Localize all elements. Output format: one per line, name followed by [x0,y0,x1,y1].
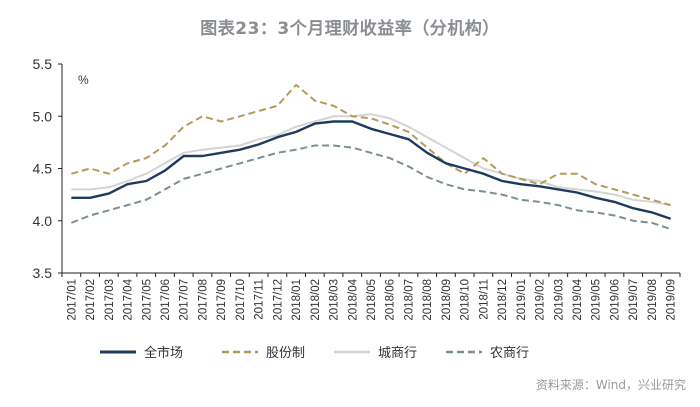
x-tick-label: 2017/05 [141,279,153,321]
x-tick-label: 2017/11 [254,279,266,320]
legend-label: 农商行 [490,346,529,361]
legend-label: 全市场 [144,345,183,361]
x-tick-label: 2017/01 [66,279,78,321]
x-tick-label: 2019/02 [535,279,547,321]
x-tick-label: 2017/08 [197,279,209,321]
x-tick-label: 2017/07 [179,279,191,321]
y-unit-label: % [78,73,89,87]
x-tick-label: 2019/06 [609,279,621,321]
x-tick-label: 2018/03 [329,279,341,321]
chart-axes: 3.5 4.0 4.5 5.0 5.5% 2017/01 2017/02 2017/03 201… [33,56,681,321]
x-tick-label: 2018/08 [422,279,434,321]
x-tick-label: 2018/01 [291,279,303,321]
series-line-农商行 [71,144,671,231]
x-tick-label: 2017/04 [123,278,135,320]
x-tick-label: 2017/10 [235,279,247,321]
x-tick-label: 2018/11 [478,279,490,320]
x-tick-label: 2018/10 [460,279,472,321]
x-tick-label: 2019/03 [553,279,565,321]
chart-lines [71,83,671,231]
x-tick-label: 2019/05 [591,279,603,321]
y-tick-label: 4.0 [33,213,53,229]
x-tick-label: 2019/01 [516,279,528,321]
x-tick-label: 2019/04 [572,278,584,320]
x-tick-label: 2018/06 [385,279,397,321]
y-tick-label: 3.5 [33,265,53,281]
x-tick-label: 2019/07 [628,279,640,321]
x-tick-label: 2019/09 [666,279,678,321]
x-tick-label: 2018/04 [347,278,359,320]
series-line-城商行 [71,113,671,207]
series-line-全市场 [71,120,671,220]
y-tick-label: 5.5 [33,56,53,72]
x-tick-label: 2018/12 [497,279,509,321]
x-tick-label: 2018/05 [366,279,378,321]
y-tick-label: 4.5 [33,161,53,177]
series-line-股份制 [71,83,671,207]
legend-label: 股份制 [266,346,305,361]
x-tick-label: 2017/12 [272,279,284,321]
x-tick-label: 2017/02 [85,279,97,321]
legend-label: 城商行 [378,346,417,361]
x-tick-label: 2017/06 [160,279,172,321]
chart-legend: 全市场 股份制 城商行 农商行 [100,345,529,361]
x-tick-label: 2018/02 [310,279,322,321]
x-tick-label: 2017/09 [216,279,228,321]
x-tick-label: 2019/08 [647,279,659,321]
y-tick-label: 5.0 [33,108,53,124]
source-note: 资料来源：Wind，兴业研究 [535,378,686,392]
x-tick-label: 2018/07 [403,279,415,321]
x-tick-label: 2018/09 [441,279,453,321]
x-tick-label: 2017/03 [104,279,116,321]
chart-title: 图表23：3个月理财收益率（分机构） [200,19,500,39]
